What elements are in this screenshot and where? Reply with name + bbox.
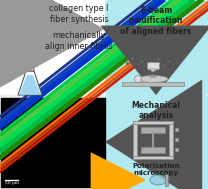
Bar — [133, 121, 137, 159]
Text: collagen type I
fiber synthesis: collagen type I fiber synthesis — [49, 4, 109, 24]
Text: E-beam
modification
of aligned fibers: E-beam modification of aligned fibers — [120, 6, 192, 36]
Bar — [175, 148, 178, 151]
Bar — [175, 138, 178, 141]
Polygon shape — [26, 63, 34, 71]
Bar — [133, 121, 173, 124]
Bar — [0, 95, 208, 189]
Ellipse shape — [138, 75, 168, 83]
Bar — [122, 82, 184, 86]
Text: mechanically
align inner fibrils: mechanically align inner fibrils — [45, 31, 113, 51]
Text: 50 μm: 50 μm — [5, 181, 19, 185]
Polygon shape — [0, 3, 7, 10]
Polygon shape — [18, 71, 42, 95]
Bar — [26, 61, 34, 63]
Polygon shape — [12, 20, 23, 35]
Bar — [133, 156, 173, 159]
Polygon shape — [19, 75, 41, 95]
FancyBboxPatch shape — [105, 0, 208, 95]
Bar — [165, 174, 168, 186]
Polygon shape — [2, 7, 24, 35]
Bar — [147, 62, 159, 69]
Text: Mechanical
analysis: Mechanical analysis — [131, 101, 181, 120]
FancyBboxPatch shape — [105, 95, 208, 189]
Bar — [169, 121, 173, 159]
Polygon shape — [148, 69, 158, 72]
Ellipse shape — [150, 175, 166, 185]
Bar — [0, 0, 208, 95]
Ellipse shape — [135, 75, 141, 83]
Bar — [175, 128, 178, 131]
Bar — [141, 127, 165, 133]
Bar — [1, 98, 105, 187]
Text: Polarisation
microscopy: Polarisation microscopy — [132, 163, 180, 176]
Bar — [141, 147, 165, 153]
